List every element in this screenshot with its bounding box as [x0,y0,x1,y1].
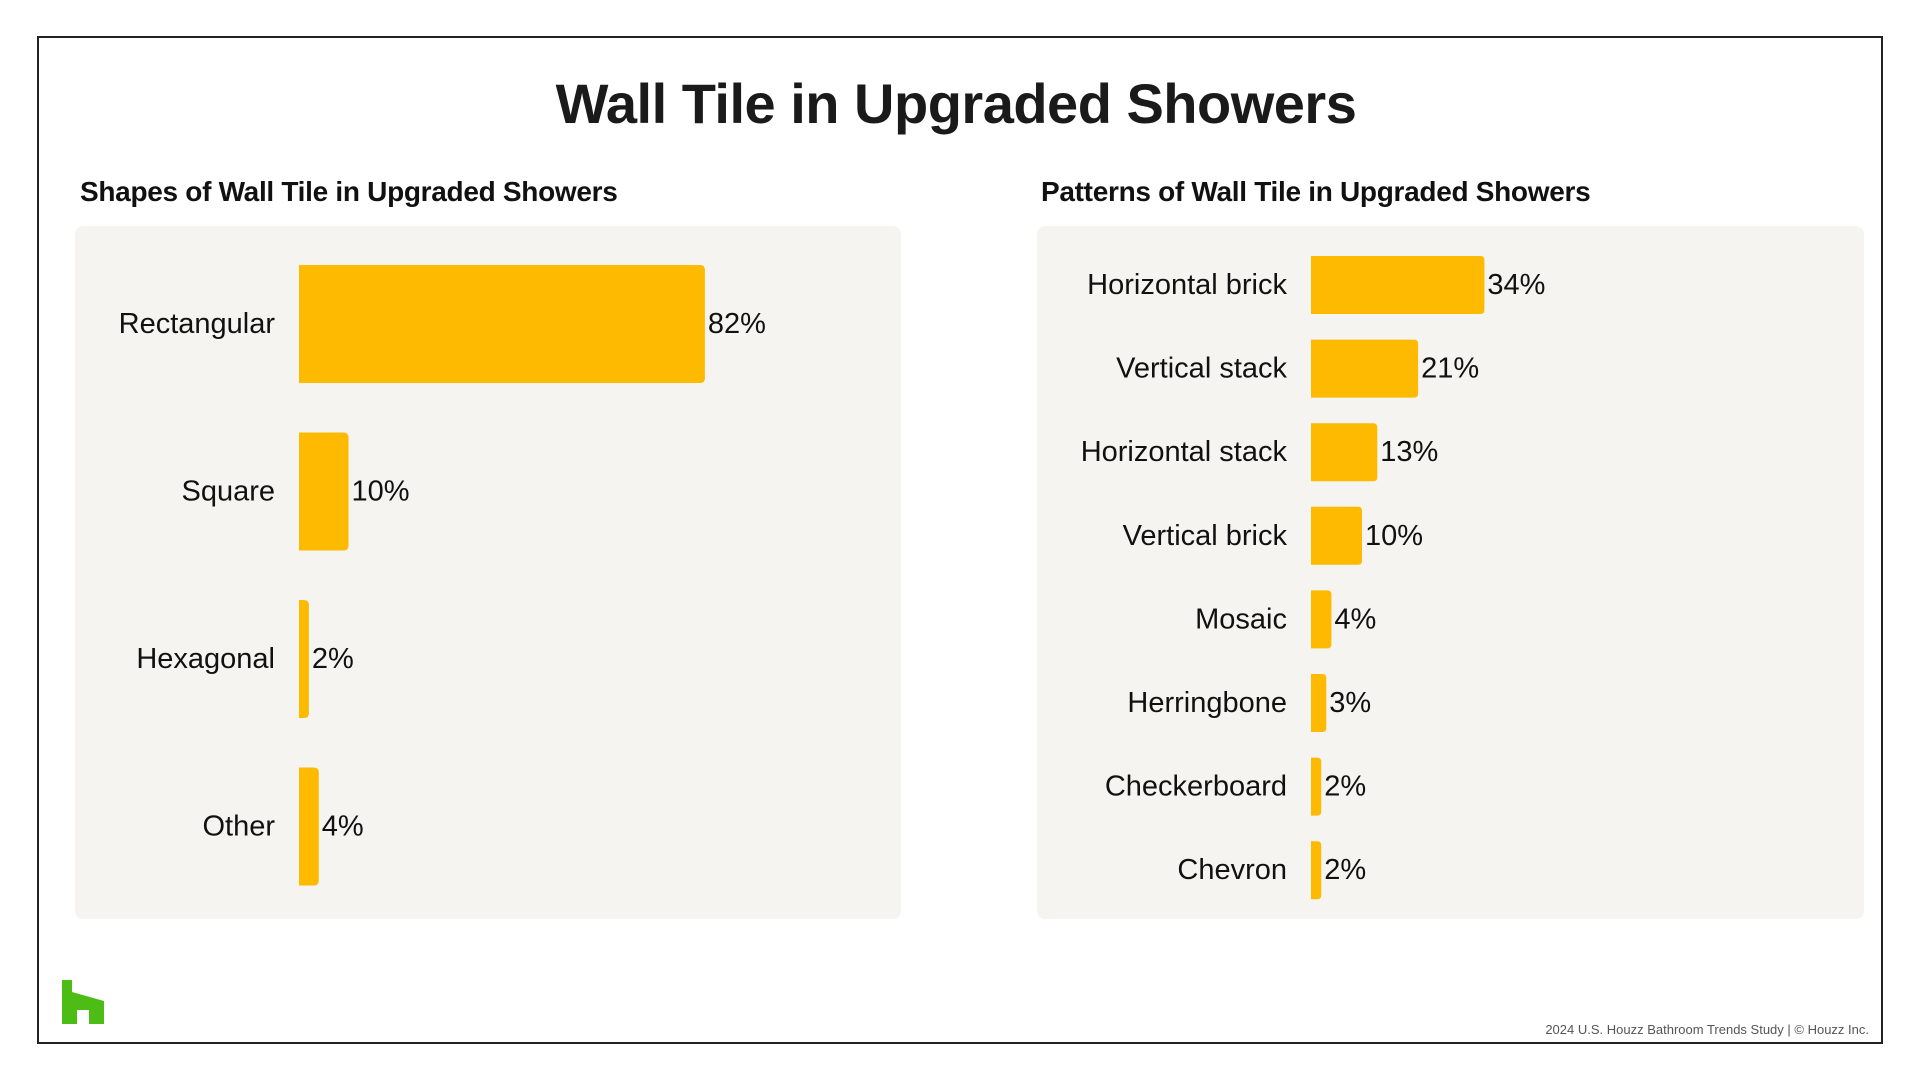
category-label: Rectangular [119,308,276,340]
bar [299,265,705,383]
page-title: Wall Tile in Upgraded Showers [555,72,1357,135]
category-label: Square [181,476,275,508]
bar [299,767,319,886]
bar [1311,339,1419,398]
category-label: Herringbone [1127,687,1287,719]
shapes-chart-title: Shapes of Wall Tile in Upgraded Showers [80,176,618,207]
category-label: Vertical brick [1123,520,1288,552]
data-label: 4% [1334,603,1376,635]
data-label: 21% [1421,353,1479,385]
patterns-chart-panel: Horizontal brick 34% Vertical stack 21% Hori… [1037,226,1864,919]
category-label: Other [202,811,275,843]
data-label: 82% [708,308,766,340]
bar [299,432,349,551]
category-label: Mosaic [1195,603,1287,635]
houzz-logo-icon [62,980,104,1024]
footer-source-text: 2024 U.S. Houzz Bathroom Trends Study | … [1545,1022,1869,1037]
data-label: 2% [312,643,354,675]
shapes-bar-chart: Rectangular 82% Square 10% Hexagonal 2% Other 4… [119,265,766,886]
patterns-chart-title: Patterns of Wall Tile in Upgraded Shower… [1041,176,1591,207]
bar [1311,841,1322,900]
category-label: Horizontal brick [1087,269,1287,301]
data-label: 34% [1487,269,1545,301]
category-label: Vertical stack [1116,353,1287,385]
bar [1311,674,1327,732]
data-label: 2% [1324,771,1366,803]
data-label: 3% [1329,687,1371,719]
bar [1311,506,1362,565]
bar [1311,757,1322,816]
category-label: Chevron [1177,854,1287,886]
bar [1311,590,1332,649]
bar [1311,423,1378,482]
data-label: 2% [1324,854,1366,886]
category-label: Horizontal stack [1081,436,1288,468]
shapes-chart-panel: Rectangular 82% Square 10% Hexagonal 2% Other 4… [75,226,901,919]
data-label: 10% [352,476,410,508]
patterns-bar-chart: Horizontal brick 34% Vertical stack 21% Hori… [1081,256,1545,900]
category-label: Hexagonal [136,643,275,675]
category-label: Checkerboard [1105,771,1287,803]
bar [1311,256,1485,314]
data-label: 10% [1365,520,1423,552]
bar [299,600,309,718]
data-label: 13% [1380,436,1438,468]
data-label: 4% [322,811,364,843]
